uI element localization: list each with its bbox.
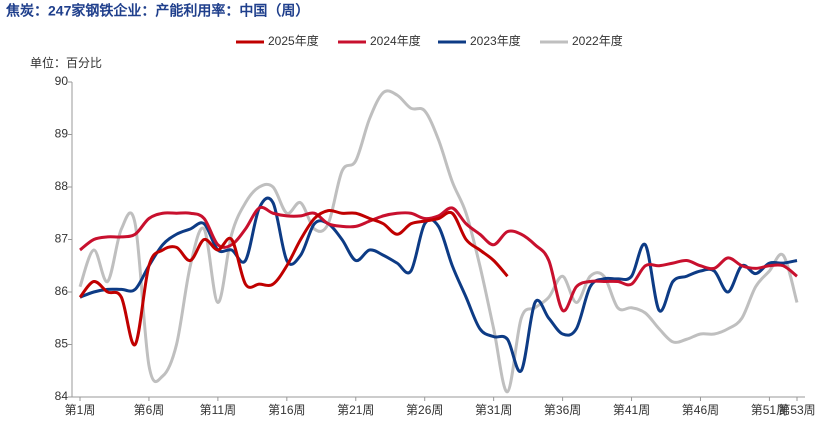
x-tick-label: 第41周 — [613, 403, 650, 417]
chart-title: 焦炭：247家钢铁企业：产能利用率：中国（周） — [5, 3, 309, 19]
series-line — [79, 196, 798, 373]
series-line — [78, 208, 509, 347]
y-tick-label: 86 — [55, 284, 69, 298]
x-tick-label: 第51周 — [751, 403, 788, 417]
y-tick-label: 85 — [55, 337, 69, 351]
y-axis-label: 单位：百分比 — [30, 55, 102, 70]
legend-label: 2024年度 — [370, 33, 421, 48]
x-tick-label: 第36周 — [544, 403, 581, 417]
legend-label: 2022年度 — [572, 33, 623, 48]
x-tick-label: 第31周 — [475, 403, 512, 417]
y-tick-label: 90 — [55, 74, 69, 88]
legend-label: 2023年度 — [470, 33, 521, 48]
y-tick-label: 84 — [55, 389, 69, 403]
series-line — [79, 205, 798, 313]
x-tick-label: 第26周 — [406, 403, 443, 417]
x-tick-label: 第16周 — [268, 403, 305, 417]
x-tick-label: 第11周 — [200, 403, 236, 417]
legend-label: 2025年度 — [268, 33, 319, 48]
y-tick-label: 88 — [55, 179, 69, 193]
x-tick-label: 第21周 — [337, 403, 374, 417]
series-line — [78, 89, 799, 394]
x-tick-label: 第6周 — [134, 403, 165, 417]
y-tick-label: 89 — [55, 127, 69, 141]
x-tick-label: 第46周 — [682, 403, 719, 417]
x-tick-label: 第53周 — [778, 403, 815, 417]
x-tick-label: 第1周 — [65, 403, 96, 417]
y-tick-label: 87 — [55, 232, 69, 246]
